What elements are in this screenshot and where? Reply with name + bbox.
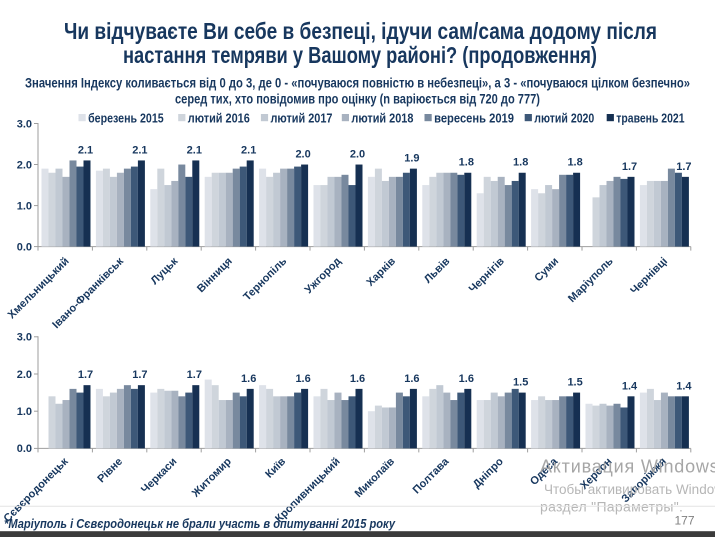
svg-text:1.7: 1.7 bbox=[78, 369, 93, 381]
svg-text:1.9: 1.9 bbox=[404, 153, 419, 165]
svg-text:1.0: 1.0 bbox=[17, 200, 32, 212]
svg-text:травень 2021: травень 2021 bbox=[616, 111, 684, 126]
svg-text:1.6: 1.6 bbox=[241, 373, 256, 385]
svg-text:Значення Індексу коливається в: Значення Індексу коливається від 0 до 3,… bbox=[25, 75, 690, 91]
svg-text:1.5: 1.5 bbox=[513, 377, 528, 389]
svg-text:2.1: 2.1 bbox=[78, 144, 93, 156]
svg-text:2.1: 2.1 bbox=[132, 144, 147, 156]
svg-text:вересень 2019: вересень 2019 bbox=[434, 111, 514, 126]
svg-text:1.6: 1.6 bbox=[350, 373, 365, 385]
svg-text:лютий 2018: лютий 2018 bbox=[351, 111, 413, 126]
svg-text:1.6: 1.6 bbox=[295, 373, 310, 385]
svg-text:2.1: 2.1 bbox=[187, 144, 202, 156]
svg-text:1.7: 1.7 bbox=[676, 161, 691, 173]
svg-text:1.7: 1.7 bbox=[132, 369, 147, 381]
svg-text:1.6: 1.6 bbox=[404, 373, 419, 385]
svg-text:1.8: 1.8 bbox=[567, 157, 582, 169]
svg-text:серед тих, хто повідомив про о: серед тих, хто повідомив про оцінку (n в… bbox=[175, 91, 540, 107]
svg-text:Чи відчуваєте Ви себе в безпец: Чи відчуваєте Ви себе в безпеці, ідучи с… bbox=[64, 18, 657, 44]
svg-text:лютий 2016: лютий 2016 bbox=[188, 111, 250, 126]
svg-text:1.8: 1.8 bbox=[459, 157, 474, 169]
svg-text:1.4: 1.4 bbox=[622, 380, 638, 392]
svg-text:березень 2015: березень 2015 bbox=[88, 111, 164, 126]
svg-text:1.5: 1.5 bbox=[567, 377, 582, 389]
svg-text:1.6: 1.6 bbox=[459, 373, 474, 385]
svg-text:0.0: 0.0 bbox=[17, 241, 32, 253]
svg-text:1.4: 1.4 bbox=[676, 380, 692, 392]
svg-text:лютий 2017: лютий 2017 bbox=[271, 111, 333, 126]
svg-text:2.0: 2.0 bbox=[350, 149, 365, 161]
svg-text:2.1: 2.1 bbox=[241, 144, 256, 156]
svg-text:Активация Windows: Активация Windows bbox=[540, 457, 715, 477]
svg-text:1.8: 1.8 bbox=[513, 157, 528, 169]
svg-text:2.0: 2.0 bbox=[295, 149, 310, 161]
svg-text:1.7: 1.7 bbox=[187, 369, 202, 381]
svg-text:2.0: 2.0 bbox=[17, 159, 32, 171]
svg-text:1.7: 1.7 bbox=[622, 161, 637, 173]
svg-text:настання темряви у Вашому райо: настання темряви у Вашому районі? (продо… bbox=[123, 42, 597, 68]
svg-text:лютий 2020: лютий 2020 bbox=[534, 111, 594, 126]
svg-text:3.0: 3.0 bbox=[17, 332, 32, 344]
svg-text:*Маріуполь і Сєвєродонецьк не: *Маріуполь і Сєвєродонецьк не брали учас… bbox=[4, 516, 396, 531]
svg-text:2.0: 2.0 bbox=[17, 369, 32, 381]
svg-text:177: 177 bbox=[674, 514, 694, 528]
svg-text:Чтобы активировать Windows, пе: Чтобы активировать Windows, перейдите в bbox=[544, 482, 715, 497]
svg-text:1.0: 1.0 bbox=[17, 406, 32, 418]
svg-text:0.0: 0.0 bbox=[17, 443, 32, 455]
svg-text:3.0: 3.0 bbox=[17, 118, 32, 130]
